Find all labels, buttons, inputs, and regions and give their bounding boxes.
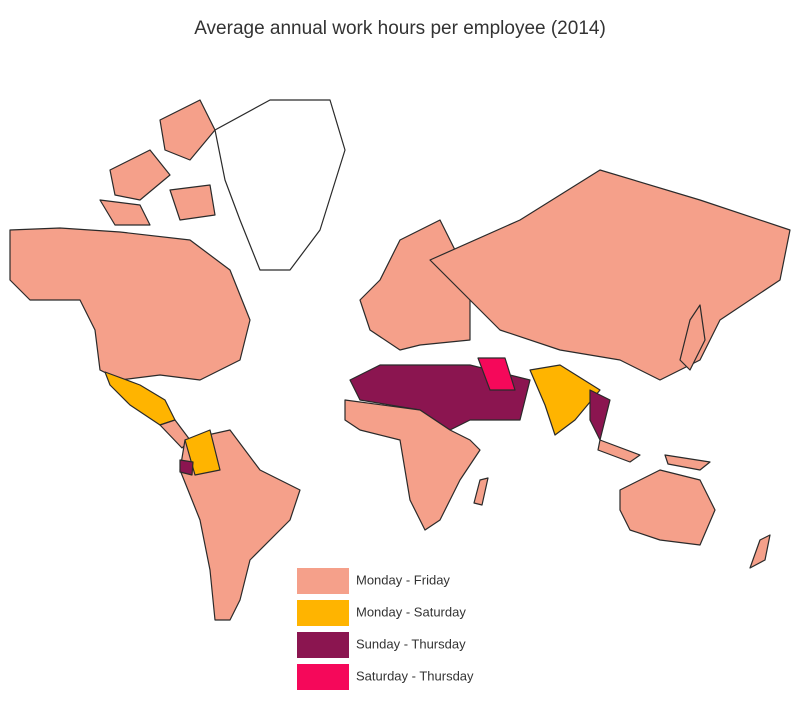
indonesia: [597, 439, 641, 463]
iran: [477, 357, 516, 391]
legend-label: Monday - Saturday: [356, 604, 466, 619]
arctic-island: [159, 99, 216, 161]
ecuador: [179, 459, 194, 476]
greenland: [214, 99, 346, 271]
australia: [619, 469, 716, 546]
arctic-island: [109, 149, 171, 201]
legend-swatch: [297, 568, 349, 594]
north-america: [9, 227, 251, 381]
japan: [679, 304, 706, 371]
legend-label: Sunday - Thursday: [356, 636, 466, 651]
south-america: [179, 429, 301, 621]
legend: Monday - Friday Monday - Saturday Sunday -…: [297, 568, 474, 690]
arctic-island: [99, 199, 151, 226]
legend-label: Monday - Friday: [356, 572, 450, 587]
arctic-island: [169, 184, 216, 221]
legend-swatch: [297, 600, 349, 626]
europe: [359, 219, 471, 351]
asia: [429, 169, 791, 381]
southeast-asia: [589, 389, 611, 441]
new-zealand: [749, 534, 771, 569]
new-guinea: [664, 454, 711, 471]
legend-swatch: [297, 664, 349, 690]
legend-label: Saturday - Thursday: [356, 668, 474, 683]
world-map: [9, 99, 791, 621]
north-africa-middle-east: [349, 364, 531, 431]
mexico: [104, 371, 176, 426]
sub-saharan-africa: [344, 399, 481, 531]
india: [529, 364, 601, 436]
title: Average annual work hours per employee (…: [194, 18, 606, 39]
legend-swatch: [297, 632, 349, 658]
madagascar: [473, 477, 489, 506]
